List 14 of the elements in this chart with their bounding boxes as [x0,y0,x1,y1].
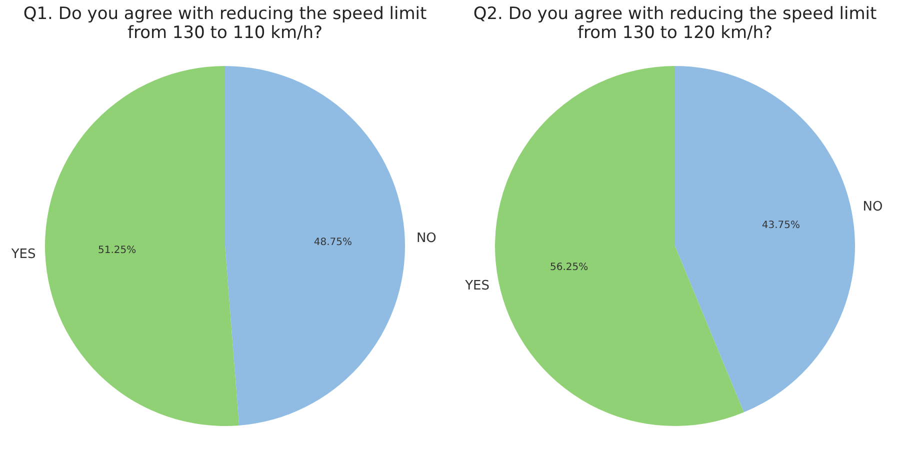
chart-title: Q2. Do you agree with reducing the speed limit from 130 to 120 km/h? [473,4,877,43]
pie-slice [675,66,855,412]
data-label: 43.75% [762,220,800,231]
slice-label: NO [416,231,436,246]
slice-label: YES [464,278,490,294]
pie-slice [495,66,744,426]
pie-slice [45,66,240,426]
data-label: 48.75% [314,236,352,248]
slice-label: YES [10,246,36,262]
data-label: 51.25% [98,245,136,256]
slice-label: NO [862,200,883,215]
pie-slice [225,66,405,426]
data-label: 56.25% [550,262,588,274]
chart-title: Q1. Do you agree with reducing the speed limit from 130 to 110 km/h? [23,4,427,43]
